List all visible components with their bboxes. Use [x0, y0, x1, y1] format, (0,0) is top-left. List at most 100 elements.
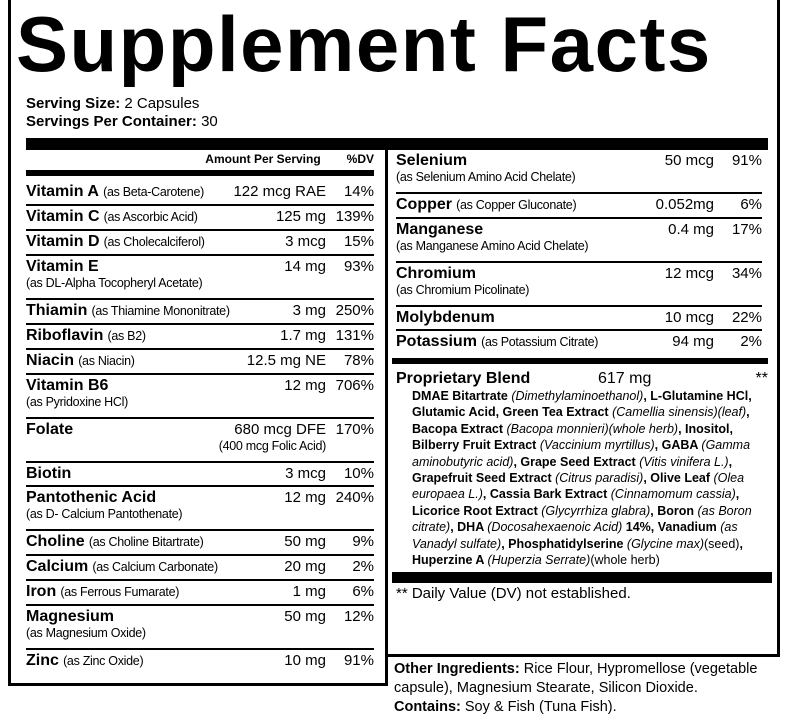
nutrient-amount-cell: 680 mcg DFE (400 mcg Folic Acid): [213, 420, 327, 454]
nutrient-name-cell: Copper (as Copper Gluconate): [396, 195, 650, 215]
nutrient-name-cell: Riboflavin (as B2): [26, 326, 274, 346]
nutrient-name: Selenium: [396, 152, 468, 169]
blend-ingredient-text: , Grape Seed Extract: [513, 454, 640, 469]
nutrient-dv: 91%: [731, 152, 762, 169]
nutrient-amount: 94 mg: [672, 333, 714, 350]
nutrient-name-cell: Vitamin C (as Ascorbic Acid): [26, 207, 270, 227]
nutrient-name-cell: Vitamin D (as Cholecalciferol): [26, 232, 279, 252]
nutrient-name: Vitamin A: [26, 183, 99, 200]
nutrient-name-cell: Iron (as Ferrous Fumarate): [26, 582, 287, 602]
blend-ingredient-text: (Olea europaea L.): [412, 471, 745, 502]
nutrient-row: Riboflavin (as B2) 1.7 mg 131%: [26, 325, 374, 350]
header-divider: [26, 170, 374, 176]
nutrient-name-cell: Niacin (as Niacin): [26, 351, 241, 371]
nutrient-name: Riboflavin: [26, 327, 104, 344]
nutrient-row: Thiamin (as Thiamine Mononitrate) 3 mg 250…: [26, 300, 374, 325]
nutrient-amount: 3 mcg: [285, 465, 326, 482]
serving-info: Serving Size: 2 Capsules Servings Per Co…: [26, 95, 218, 131]
serving-size-label: Serving Size:: [26, 95, 121, 112]
nutrient-name: Potassium: [396, 333, 477, 350]
nutrient-amount-cell: 125 mg: [270, 207, 326, 226]
nutrient-name: Iron: [26, 583, 57, 600]
label-frame: [8, 0, 780, 657]
blend-ingredient-text: (seed): [704, 536, 740, 551]
nutrient-dv: 9%: [352, 533, 374, 550]
nutrient-amount-cell: 12 mg: [278, 488, 326, 507]
nutrient-amount-cell: 1 mg: [287, 582, 326, 601]
blend-ingredient-text: , Cassia Bark Extract: [482, 487, 611, 502]
nutrient-amount-cell: 10 mg: [278, 651, 326, 670]
blend-name: Proprietary Blend: [396, 370, 531, 387]
blend-ingredient-text: (Gamma aminobutyric acid): [412, 438, 751, 469]
nutrient-dv: 91%: [343, 652, 374, 669]
nutrient-name-cell: Chromium (as Chromium Picolinate): [396, 264, 659, 298]
nutrient-row: Zinc (as Zinc Oxide) 10 mg 91%: [26, 650, 374, 673]
nutrient-name: Zinc: [26, 652, 59, 669]
nutrient-row: Folate 680 mcg DFE (400 mcg Folic Acid) 170…: [26, 419, 374, 463]
nutrient-dv: 14%: [343, 183, 374, 200]
blend-ingredient-text: , Inositol, Bilberry Fruit Extract: [412, 421, 733, 453]
nutrient-amount: 1 mg: [292, 583, 326, 600]
nutrient-amount-cell: 3 mcg: [279, 464, 326, 483]
other-ingredients-value: Rice Flour, Hypromellose (vegetable caps…: [394, 661, 758, 696]
nutrient-dv: 250%: [335, 302, 374, 319]
nutrient-amount: 122 mcg RAE: [233, 183, 326, 200]
nutrient-amount: 50 mg: [284, 533, 326, 550]
nutrient-amount-cell: 10 mcg: [659, 308, 714, 327]
nutrient-amount-cell: 12.5 mg NE: [241, 351, 326, 370]
nutrient-dv: 78%: [343, 352, 374, 369]
nutrient-source: (as Calcium Carbonate): [92, 560, 218, 574]
dv-header: %DV: [346, 152, 374, 166]
nutrient-row: Selenium (as Selenium Amino Acid Chelate)…: [396, 150, 762, 194]
nutrient-name-cell: Molybdenum: [396, 308, 659, 327]
nutrient-amount: 0.4 mg: [668, 221, 714, 238]
proprietary-blend: Proprietary Blend 617 mg ** DMAE Bitartrat…: [392, 369, 772, 603]
nutrient-amount-cell: 122 mcg RAE: [227, 182, 326, 201]
nutrient-name-cell: Vitamin E (as DL-Alpha Tocopheryl Acetate…: [26, 257, 278, 291]
nutrient-amount-cell: 50 mg: [278, 607, 326, 626]
nutrient-amount-cell: 14 mg: [278, 257, 326, 276]
nutrient-amount: 12 mcg: [664, 265, 714, 282]
blend-ingredient-text: (as Vanadyl sulfate): [412, 520, 738, 551]
nutrient-name-cell: Selenium (as Selenium Amino Acid Chelate): [396, 151, 659, 185]
nutrient-name-cell: Calcium (as Calcium Carbonate): [26, 557, 278, 577]
nutrient-row: Biotin 3 mcg 10%: [26, 463, 374, 487]
nutrient-dv: 240%: [335, 489, 374, 506]
nutrient-name: Copper: [396, 196, 452, 213]
nutrient-amount: 0.052mg: [655, 196, 714, 213]
nutrient-row: Manganese (as Manganese Amino Acid Chelat…: [396, 219, 762, 263]
nutrient-dv: 139%: [335, 208, 374, 225]
column-divider: [385, 150, 388, 684]
nutrient-row: Vitamin B6 (as Pyridoxine HCl) 12 mg 706%: [26, 375, 374, 419]
nutrient-name-cell: Vitamin B6 (as Pyridoxine HCl): [26, 376, 278, 410]
nutrient-amount: 680 mcg DFE: [234, 421, 326, 438]
blend-ingredient-text: , Boron: [650, 503, 698, 518]
nutrient-dv: 34%: [731, 265, 762, 282]
nutrient-name-cell: Pantothenic Acid (as D- Calcium Pantothen…: [26, 488, 278, 522]
nutrient-name: Thiamin: [26, 302, 88, 319]
left-column-frame: [8, 650, 388, 686]
nutrient-amount-cell: 12 mcg: [659, 264, 714, 283]
nutrient-dv: 2%: [740, 333, 762, 350]
nutrient-source: (as Cholecalciferol): [103, 235, 205, 249]
nutrient-row: Vitamin D (as Cholecalciferol) 3 mcg 15%: [26, 231, 374, 256]
nutrient-row: Vitamin C (as Ascorbic Acid) 125 mg 139%: [26, 206, 374, 231]
nutrient-row: Choline (as Choline Bitartrate) 50 mg 9%: [26, 531, 374, 556]
nutrient-source: (as D- Calcium Pantothenate): [26, 507, 183, 521]
blend-ingredient-text: (Glycine max): [626, 536, 705, 551]
nutrient-amount: 12 mg: [284, 377, 326, 394]
nutrient-amount: 12.5 mg NE: [246, 352, 326, 369]
nutrient-row: Copper (as Copper Gluconate) 0.052mg 6%: [396, 194, 762, 219]
servings-per-container-value: 30: [201, 113, 218, 130]
blend-ingredient-text: (Dimethylaminoethanol): [511, 389, 644, 403]
nutrient-amount: 14 mg: [284, 258, 326, 275]
nutrient-name-cell: Potassium (as Potassium Citrate): [396, 332, 666, 352]
nutrient-row: Molybdenum 10 mcg 22%: [396, 307, 762, 331]
nutrient-name-cell: Biotin: [26, 464, 279, 483]
amount-per-serving-header: Amount Per Serving: [205, 152, 321, 166]
nutrient-name: Niacin: [26, 352, 75, 369]
nutrient-row: Iron (as Ferrous Fumarate) 1 mg 6%: [26, 581, 374, 606]
column-header: Amount Per Serving %DV: [26, 152, 374, 166]
blend-ingredient-text: (Huperzia Serrate): [487, 553, 591, 568]
nutrient-name: Pantothenic Acid: [26, 489, 157, 506]
